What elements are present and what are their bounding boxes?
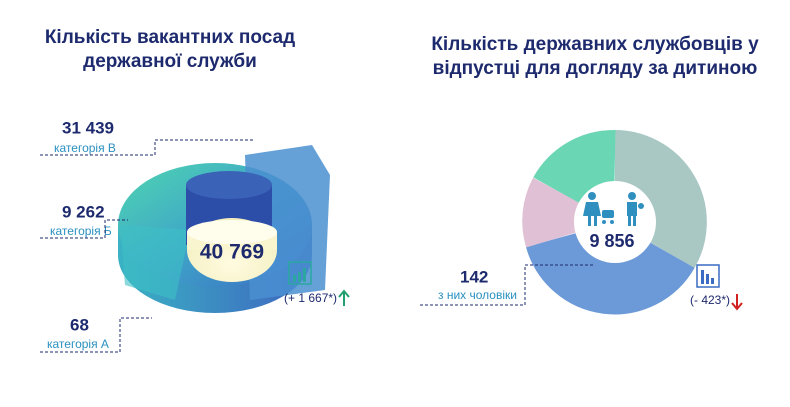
decline-icon: [696, 264, 720, 288]
item-label: категорія А: [47, 337, 109, 351]
item-label: категорія Б: [50, 224, 112, 238]
up-arrow: [338, 289, 350, 306]
ring-3d: [118, 145, 330, 313]
item-value: 142: [460, 267, 488, 286]
growth-icon: [288, 261, 312, 285]
donut: [522, 130, 707, 315]
item-value: 68: [70, 315, 89, 334]
change: (- 423*): [690, 293, 730, 307]
total: 40 769: [200, 241, 264, 264]
leader-line: [420, 264, 595, 306]
item-label: з них чоловіки: [438, 288, 517, 302]
down-arrow: [731, 294, 743, 311]
title-line: відпустці для догляду за дитиною: [433, 58, 758, 79]
item-value: 31 439: [62, 118, 114, 137]
leader-line: [40, 219, 128, 239]
family-icon: [583, 192, 644, 226]
title-line: Кількість державних службовців у: [431, 34, 759, 55]
donut-hole: [574, 181, 656, 263]
item-label: категорія В: [54, 141, 116, 155]
leader-line: [40, 317, 152, 353]
total: 9 856: [589, 231, 634, 251]
item-value: 9 262: [62, 202, 105, 221]
title-line: державної служби: [83, 51, 257, 72]
title-line: Кількість вакантних посад: [45, 27, 295, 48]
leader-line: [40, 139, 255, 156]
change: (+ 1 667*): [284, 291, 337, 305]
